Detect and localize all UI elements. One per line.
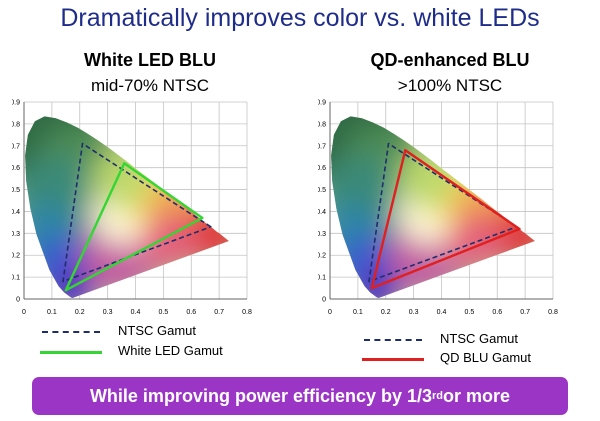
x-tick-label: 0 <box>22 309 26 316</box>
x-tick-label: 0 <box>328 309 332 316</box>
y-tick-label: 0.7 <box>12 143 20 150</box>
x-tick-label: 0.1 <box>353 309 363 316</box>
banner-superscript: rd <box>432 390 444 402</box>
right-gamut-chart: 0 0.1 0.2 0.3 0.4 0.5 0.6 0.7 0.8 0 0.1 0.2 0.3 0.4 0.… <box>318 100 558 317</box>
x-tick-label: 0.4 <box>131 309 141 316</box>
x-tick-label: 0.1 <box>47 309 57 316</box>
x-tick-label: 0.5 <box>465 309 475 316</box>
y-tick-label: 0.5 <box>318 187 326 194</box>
right-legend-ntsc-label: NTSC Gamut <box>440 331 519 346</box>
right-legend-ntsc-swatch <box>364 339 422 341</box>
right-panel-subtitle: >100% NTSC <box>397 76 503 95</box>
banner-suffix: or more <box>443 385 511 406</box>
y-tick-label: 0.4 <box>318 209 326 216</box>
y-tick-label: 0.3 <box>318 231 326 238</box>
y-tick-label: 0 <box>322 297 326 304</box>
y-tick-label: 0.5 <box>12 187 20 194</box>
x-tick-label: 0.2 <box>75 309 85 316</box>
left-panel-title: White LED BLU <box>84 50 216 70</box>
gamut-triangle-white-led-gamut <box>64 162 204 292</box>
gamut-triangle-ntsc-gamut <box>62 142 212 283</box>
y-tick-label: 0.1 <box>12 275 20 282</box>
left-gamut-chart: 0 0.1 0.2 0.3 0.4 0.5 0.6 0.7 0.8 0 0.1 0.2 0.3 0.4 0.… <box>12 100 252 317</box>
y-tick-label: 0.4 <box>12 209 20 216</box>
gamut-triangle-qd-blu-gamut <box>370 149 521 290</box>
slide-title: Dramatically improves color vs. white LE… <box>60 4 540 32</box>
x-tick-label: 0.2 <box>381 309 391 316</box>
y-tick-label: 0.8 <box>12 121 20 128</box>
left-legend-white-led-swatch <box>40 351 102 354</box>
x-tick-label: 0.7 <box>520 309 530 316</box>
left-legend-white-led-label: White LED Gamut <box>118 343 223 358</box>
y-tick-label: 0.2 <box>12 253 20 260</box>
cie-horseshoe <box>25 116 229 298</box>
x-tick-label: 0.4 <box>437 309 447 316</box>
x-tick-label: 0.6 <box>186 309 196 316</box>
y-tick-label: 0.6 <box>318 165 326 172</box>
y-tick-label: 0.3 <box>12 231 20 238</box>
y-tick-label: 0 <box>16 297 20 304</box>
x-tick-label: 0.8 <box>548 309 558 316</box>
y-tick-label: 0.7 <box>318 143 326 150</box>
y-tick-label: 0.2 <box>318 253 326 260</box>
x-tick-label: 0.8 <box>242 309 252 316</box>
left-legend-ntsc-label: NTSC Gamut <box>118 323 197 338</box>
right-legend-qd-label: QD BLU Gamut <box>440 350 532 365</box>
y-tick-label: 0.1 <box>318 275 326 282</box>
y-tick-label: 0.9 <box>318 100 326 107</box>
y-tick-label: 0.9 <box>12 100 20 107</box>
cie-horseshoe <box>331 116 535 298</box>
x-tick-label: 0.3 <box>103 309 113 316</box>
right-panel-title: QD-enhanced BLU <box>370 50 530 70</box>
efficiency-banner: While improving power efficiency by 1/3 r… <box>32 377 568 415</box>
x-tick-label: 0.6 <box>492 309 502 316</box>
banner-text: While improving power efficiency by 1/3 <box>89 385 433 406</box>
x-tick-label: 0.5 <box>159 309 169 316</box>
x-tick-label: 0.7 <box>214 309 224 316</box>
right-legend-qd-swatch <box>362 358 424 361</box>
left-legend-ntsc-swatch <box>42 331 100 333</box>
gamut-triangle-ntsc-gamut <box>368 142 518 283</box>
y-tick-label: 0.6 <box>12 165 20 172</box>
y-tick-label: 0.8 <box>318 121 326 128</box>
left-panel-subtitle: mid-70% NTSC <box>90 76 210 95</box>
x-tick-label: 0.3 <box>409 309 419 316</box>
